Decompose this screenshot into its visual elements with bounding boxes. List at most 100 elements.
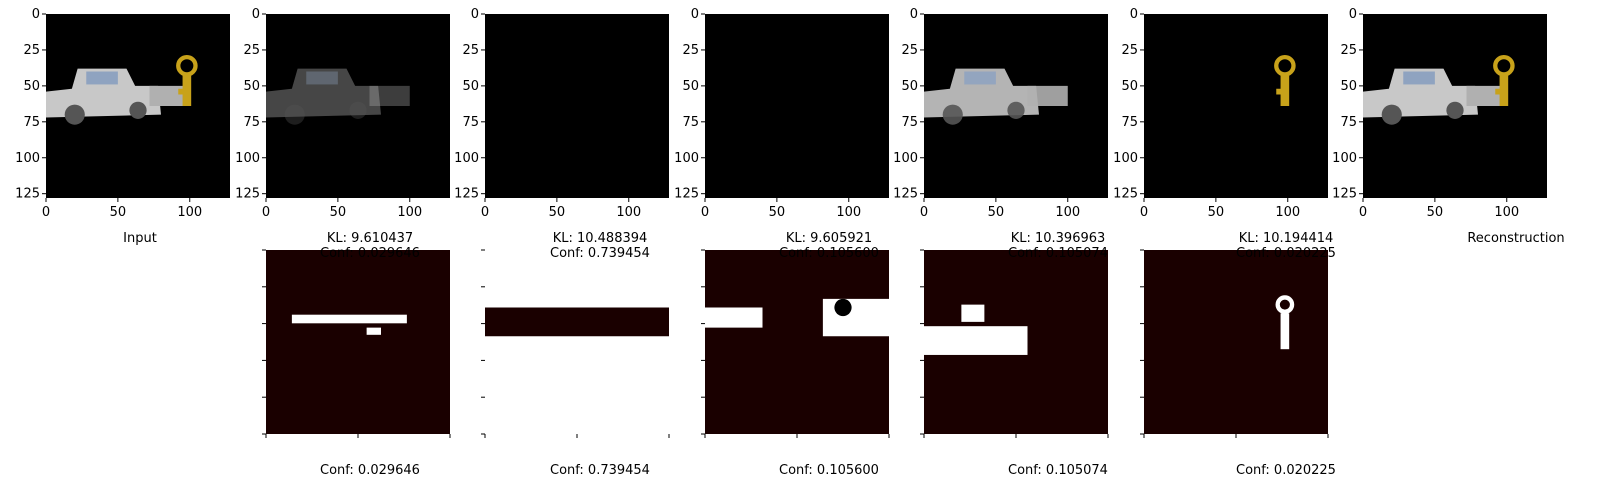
car-wheel-rear: [1007, 101, 1025, 119]
y-tick-label: 125: [1113, 187, 1138, 202]
y-tick-label: 100: [1113, 151, 1138, 166]
x-tick-label: 50: [330, 205, 347, 220]
x-tick-label: 0: [1359, 205, 1367, 220]
x-tick-label: 50: [549, 205, 566, 220]
key-shaft: [1280, 72, 1290, 106]
car-wheel-front: [1381, 104, 1402, 125]
mask-label-2: Conf: 0.739454: [550, 463, 650, 478]
mask-label-5: Conf: 0.020225: [1236, 463, 1336, 478]
car: [266, 68, 410, 125]
car-wheel-front: [942, 104, 963, 125]
x-tick-label: 0: [920, 205, 928, 220]
x-tick-label: 50: [988, 205, 1005, 220]
x-tick-label: 0: [262, 205, 270, 220]
mask-label-3: Conf: 0.105600: [779, 463, 879, 478]
car: [924, 68, 1068, 125]
x-tick-label: 0: [1140, 205, 1148, 220]
mask-hole: [834, 298, 852, 317]
mask-key-shaft: [1280, 313, 1290, 350]
car-wheel-rear: [1446, 101, 1464, 119]
y-tick-label: 75: [901, 115, 918, 130]
mask-blob: [485, 336, 669, 434]
y-tick-label: 50: [462, 79, 479, 94]
car-wheel-front: [64, 104, 85, 125]
y-tick-label: 125: [454, 187, 479, 202]
mask-blob: [924, 326, 1028, 355]
panel-image: [705, 14, 889, 198]
y-tick-label: 50: [1121, 79, 1138, 94]
x-tick-label: 50: [110, 205, 127, 220]
mask-key-ring: [1275, 295, 1295, 314]
x-tick-label: 100: [616, 205, 641, 220]
y-tick-label: 75: [243, 115, 260, 130]
y-tick-label: 0: [471, 7, 479, 22]
y-tick-label: 75: [1340, 115, 1357, 130]
y-tick-label: 25: [682, 43, 699, 58]
y-tick-label: 0: [1349, 7, 1357, 22]
y-tick-label: 125: [674, 187, 699, 202]
mask-blob: [705, 307, 763, 328]
mask-blob: [961, 304, 985, 322]
y-tick-label: 75: [682, 115, 699, 130]
car-window: [1403, 71, 1435, 85]
x-tick-label: 50: [769, 205, 786, 220]
key-shaft: [182, 72, 192, 106]
y-tick-label: 125: [1332, 187, 1357, 202]
y-tick-label: 50: [23, 79, 40, 94]
mask-blob: [485, 250, 669, 308]
y-tick-label: 100: [1332, 151, 1357, 166]
panel-image: [266, 14, 450, 198]
key-shaft: [1499, 72, 1509, 106]
car-window: [86, 71, 118, 85]
y-tick-label: 0: [32, 7, 40, 22]
y-tick-label: 0: [910, 7, 918, 22]
y-tick-label: 25: [901, 43, 918, 58]
y-tick-label: 100: [15, 151, 40, 166]
x-tick-label: 50: [1208, 205, 1225, 220]
mask-blob: [366, 327, 381, 335]
key: [1274, 54, 1296, 106]
label-reconstruction: Reconstruction: [1467, 231, 1565, 246]
y-tick-label: 50: [1340, 79, 1357, 94]
car: [46, 68, 190, 125]
x-tick-label: 100: [1275, 205, 1300, 220]
x-tick-label: 100: [1055, 205, 1080, 220]
bottom-panel-0: [262, 249, 451, 438]
bottom-panel-1: [481, 249, 670, 438]
x-tick-label: 100: [836, 205, 861, 220]
car-rear: [1027, 85, 1068, 106]
label-slot-5: KL: 10.194414 Conf: 0.020225: [1236, 231, 1336, 261]
y-tick-label: 75: [23, 115, 40, 130]
label-slot-1: KL: 9.610437 Conf: 0.029646: [320, 231, 420, 261]
mask-label-1: Conf: 0.029646: [320, 463, 420, 478]
car-rear: [369, 85, 410, 106]
x-tick-label: 0: [481, 205, 489, 220]
label-slot-2: KL: 10.488394 Conf: 0.739454: [550, 231, 650, 261]
car-window: [306, 71, 338, 85]
mask-image: [266, 250, 450, 434]
x-tick-label: 0: [42, 205, 50, 220]
label-input: Input: [123, 231, 157, 246]
y-tick-label: 125: [893, 187, 918, 202]
label-slot-3: KL: 9.605921 Conf: 0.105600: [779, 231, 879, 261]
car-window: [964, 71, 996, 85]
mask-image: [1144, 250, 1328, 434]
mask-blob: [822, 298, 889, 337]
y-tick-label: 100: [893, 151, 918, 166]
mask-image: [705, 250, 889, 434]
mask-blob: [291, 314, 407, 324]
y-tick-label: 75: [462, 115, 479, 130]
y-tick-label: 75: [1121, 115, 1138, 130]
y-tick-label: 100: [454, 151, 479, 166]
panel-image: [485, 14, 669, 198]
y-tick-label: 25: [462, 43, 479, 58]
x-tick-label: 100: [1494, 205, 1519, 220]
car-wheel-front: [284, 104, 305, 125]
x-tick-label: 100: [397, 205, 422, 220]
